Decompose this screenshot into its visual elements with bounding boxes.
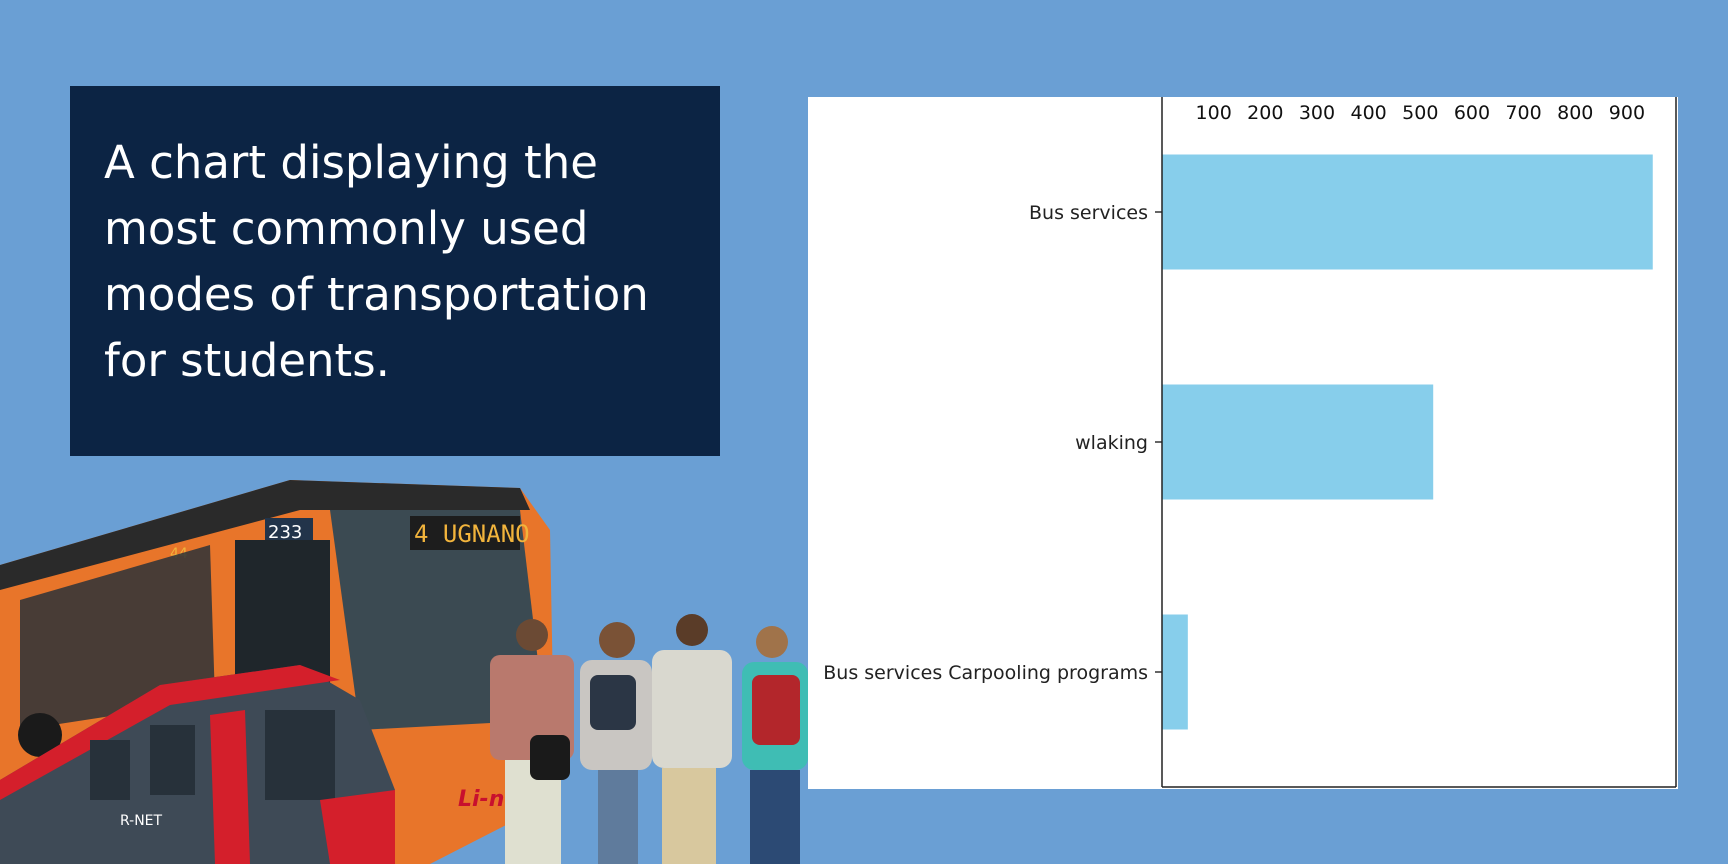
x-tick-label-4: 500 [1402,102,1438,124]
bar-chart: Bus services wlaking Bus services Carpooli… [823,97,1677,788]
x-tick-label-5: 600 [1454,102,1490,124]
tram-brand: R-NET [120,813,163,829]
tram-image: R-NET [0,665,395,864]
x-tick-label-7: 800 [1557,102,1593,124]
transport-illustration: 4 UGNANO 233 44 Li-nea R-NET [0,480,808,864]
x-tick-label-3: 400 [1351,102,1387,124]
chart-panel: Bus services wlaking Bus services Carpooli… [808,97,1678,789]
bar-1 [1162,384,1434,500]
x-tick-label-0: 100 [1196,102,1232,124]
bus-number: 233 [268,522,302,543]
y-tick-label-1: wlaking [1075,432,1148,454]
y-tick-label-0: Bus services [1029,202,1148,224]
x-tick-label-2: 300 [1299,102,1335,124]
bus-route-sign: 4 UGNANO [414,520,530,548]
bar-2 [1162,614,1188,730]
x-tick-label-1: 200 [1247,102,1283,124]
x-tick-label-6: 700 [1505,102,1541,124]
slide-title: A chart displaying the most commonly use… [104,136,649,387]
students-image [490,614,808,864]
title-box: A chart displaying the most commonly use… [70,86,720,456]
bar-0 [1162,154,1653,270]
y-tick-label-2: Bus services Carpooling programs [823,662,1148,684]
x-tick-label-8: 900 [1609,102,1645,124]
